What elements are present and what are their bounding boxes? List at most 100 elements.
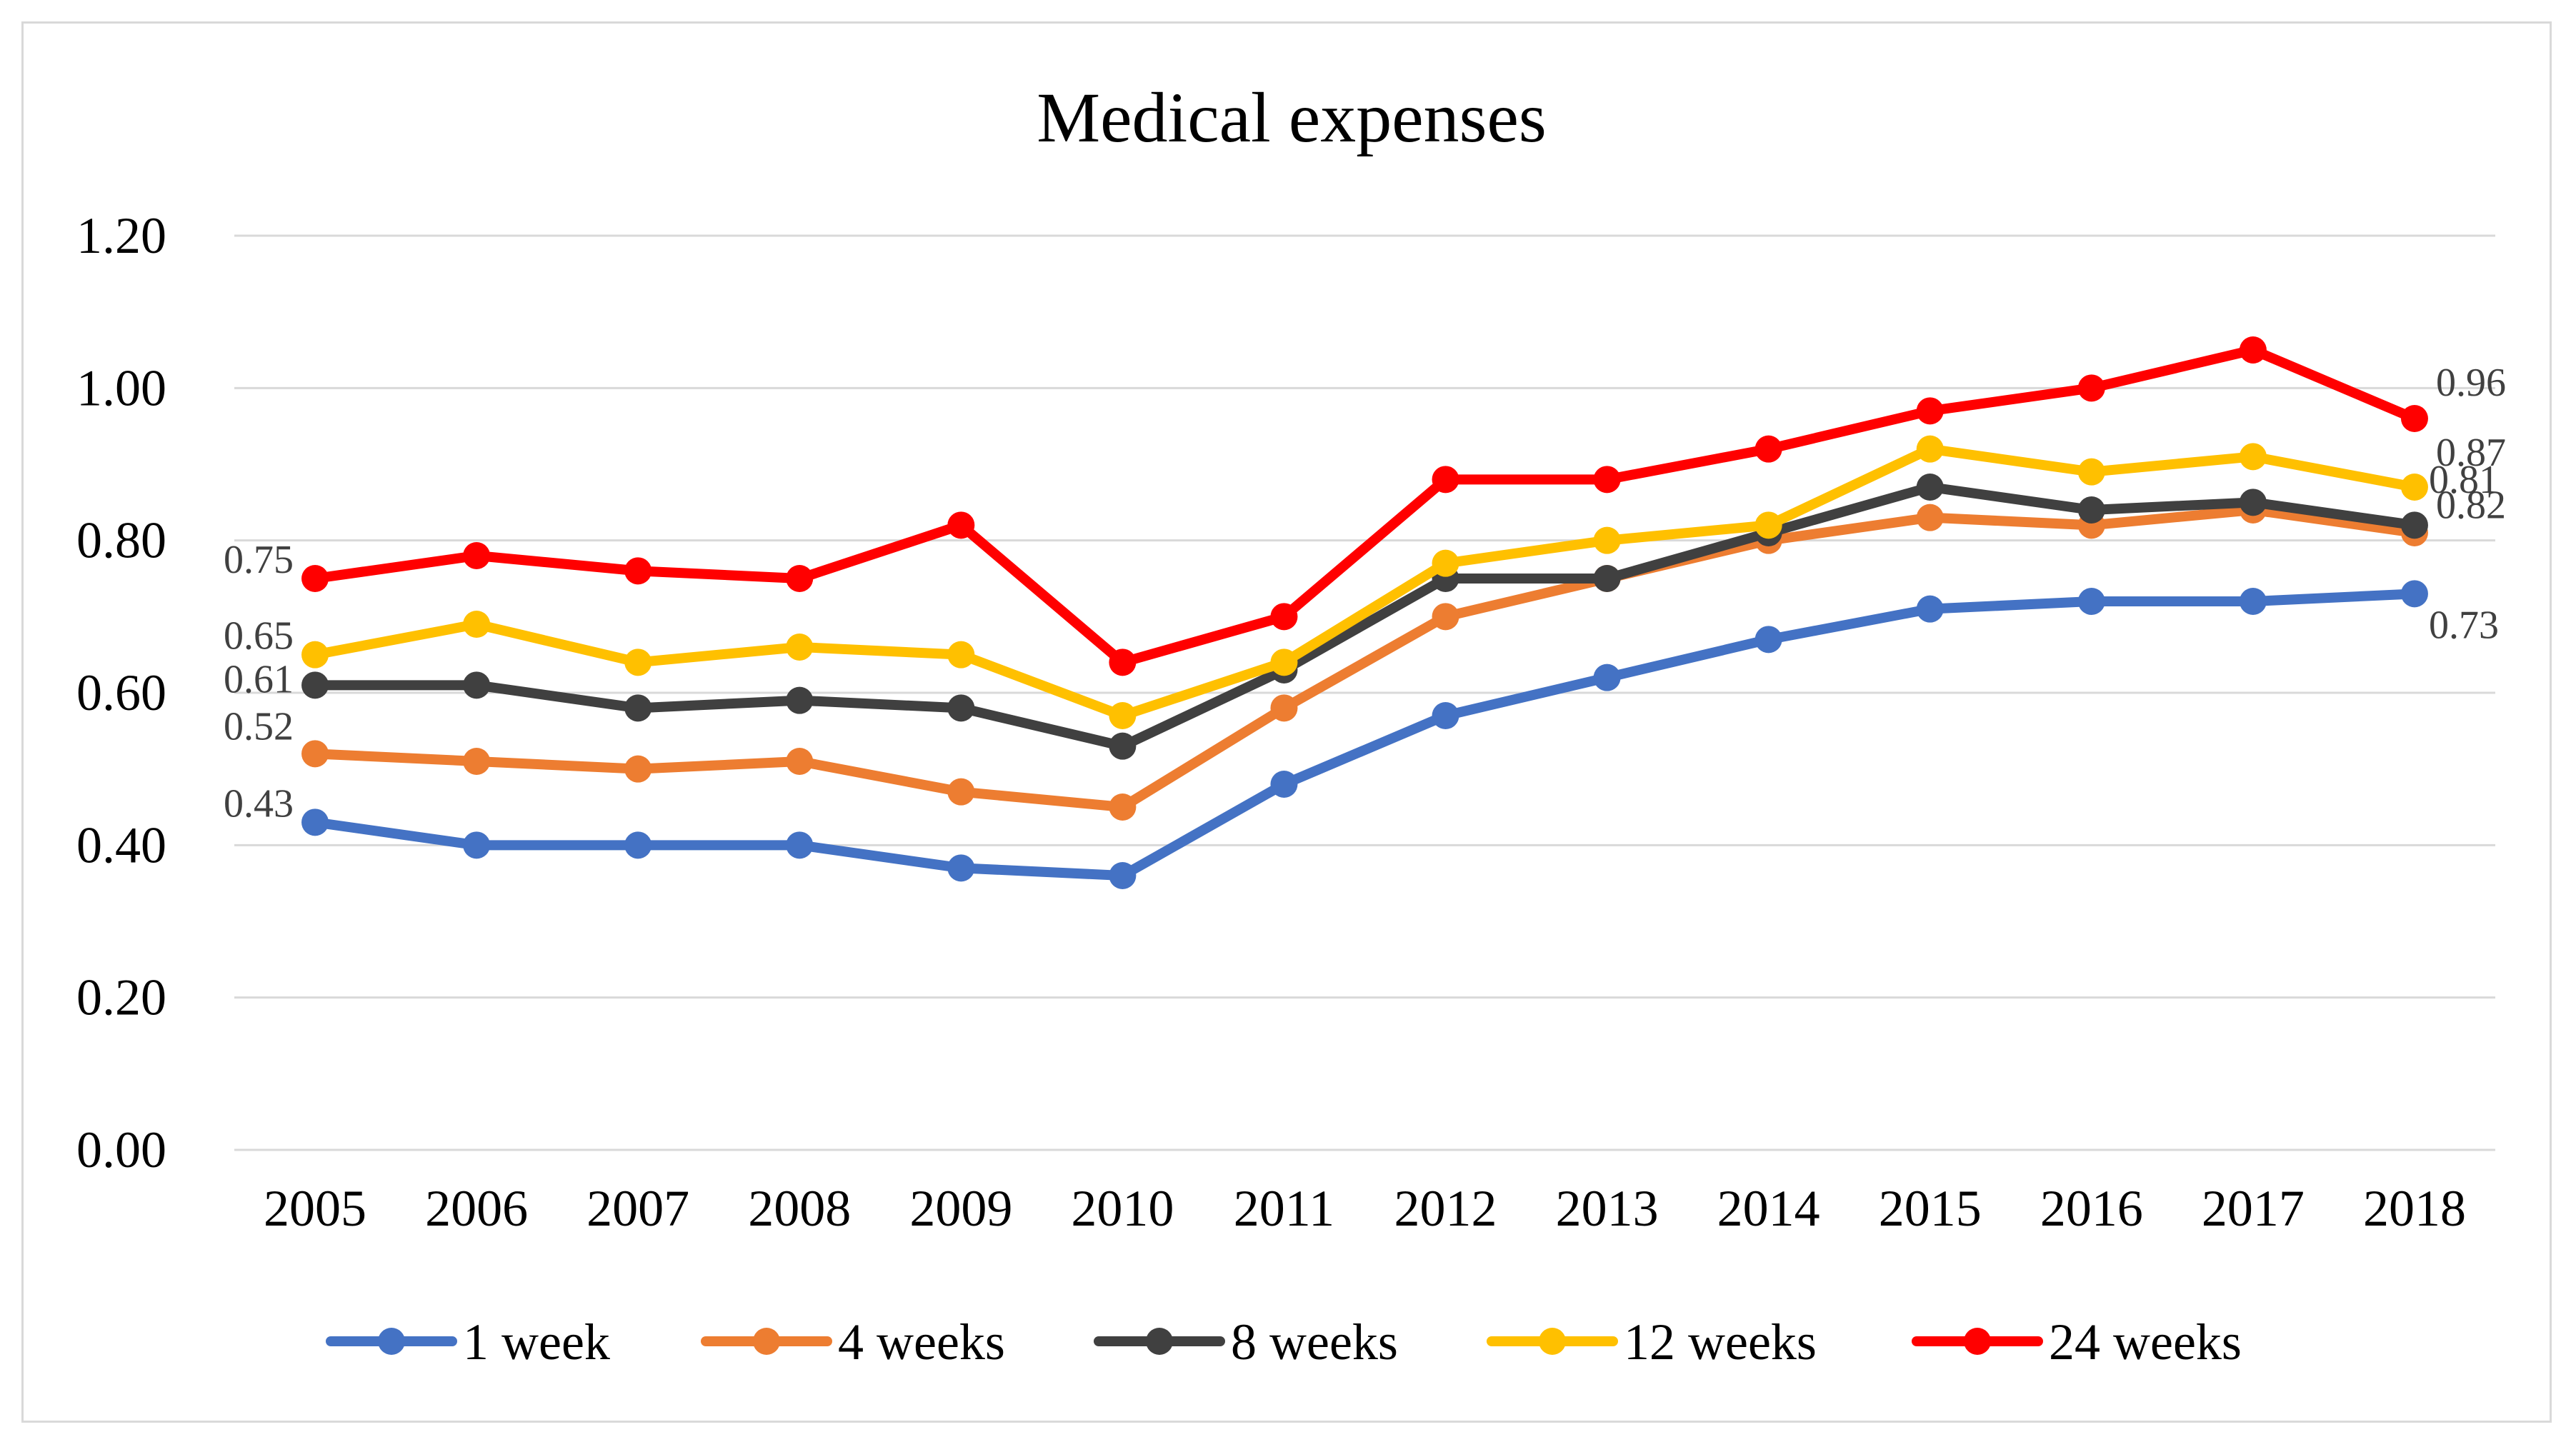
data-point (1916, 504, 1944, 531)
data-point (1109, 702, 1137, 729)
legend-swatch-marker (1539, 1328, 1566, 1355)
legend-swatch-marker (753, 1328, 780, 1355)
data-point (463, 748, 491, 775)
data-point (1432, 702, 1459, 729)
data-point (1916, 474, 1944, 501)
data-point (624, 831, 652, 859)
legend-label: 1 week (463, 1313, 610, 1371)
data-point (2400, 511, 2428, 539)
data-point (786, 565, 814, 592)
legend-item: 24 weeks (1912, 1313, 2242, 1371)
y-tick-label: 1.20 (76, 207, 166, 264)
x-tick-label: 2018 (2363, 1180, 2466, 1237)
data-point (1109, 793, 1137, 821)
data-point (1432, 549, 1459, 577)
series-line (310, 505, 2420, 812)
series-1-week (301, 580, 2428, 889)
data-point (1270, 694, 1298, 722)
legend-item: 12 weeks (1487, 1313, 1817, 1371)
data-point (624, 649, 652, 676)
data-point (1754, 435, 1782, 463)
x-tick-label: 2013 (1556, 1180, 1659, 1237)
data-label-first: 0.52 (224, 704, 294, 748)
data-point (1593, 466, 1621, 494)
series-line (310, 482, 2420, 751)
x-tick-label: 2005 (264, 1180, 366, 1237)
data-point (2077, 588, 2105, 615)
x-tick-label: 2016 (2040, 1180, 2143, 1237)
data-point (2400, 405, 2428, 432)
data-label-first: 0.65 (224, 614, 294, 659)
y-tick-label: 0.00 (76, 1121, 166, 1178)
x-axis-ticks: 2005 2006 2007 2008 2009 2010 2011 2012 2013 2014… (264, 1180, 2466, 1237)
data-label-first: 0.61 (224, 657, 294, 701)
legend-item: 4 weeks (701, 1313, 1005, 1371)
data-point (2400, 474, 2428, 501)
data-point (1754, 626, 1782, 654)
legend-label: 12 weeks (1624, 1313, 1817, 1371)
y-tick-label: 0.60 (76, 664, 166, 721)
y-axis-ticks: 0.00 0.20 0.40 0.60 0.80 1.00 1.20 (76, 207, 166, 1178)
chart-title: Medical expenses (1037, 78, 1547, 157)
data-point (1916, 435, 1944, 463)
legend-label: 24 weeks (2049, 1313, 2242, 1371)
data-point (1109, 649, 1137, 676)
data-point (1593, 664, 1621, 691)
data-point (301, 671, 329, 699)
x-tick-label: 2017 (2202, 1180, 2305, 1237)
data-label-last: 0.82 (2436, 483, 2506, 527)
data-point (1109, 732, 1137, 760)
data-point (624, 557, 652, 585)
data-point (301, 565, 329, 592)
data-point (463, 831, 491, 859)
legend-swatch-marker (1146, 1328, 1173, 1355)
x-tick-label: 2015 (1879, 1180, 1982, 1237)
data-point (947, 641, 975, 669)
data-label-last: 0.81 (2429, 458, 2499, 502)
legend: 1 week 4 weeks 8 weeks 12 weeks 24 weeks (326, 1313, 2242, 1371)
data-point (947, 854, 975, 882)
line-chart: Medical expenses 0.00 0.20 0.40 0.60 0.80 1.0… (76, 78, 2506, 1371)
data-label-last: 0.96 (2436, 361, 2506, 405)
data-point (1109, 862, 1137, 889)
data-point (2077, 458, 2105, 486)
data-point (1916, 397, 1944, 425)
legend-item: 1 week (326, 1313, 610, 1371)
data-label-last: 0.87 (2436, 431, 2506, 475)
data-point (1593, 526, 1621, 554)
data-point (1432, 603, 1459, 631)
data-point (1593, 565, 1621, 592)
data-point (786, 748, 814, 775)
legend-label: 8 weeks (1231, 1313, 1398, 1371)
data-point (2077, 496, 2105, 524)
data-point (1432, 466, 1459, 494)
data-point (463, 542, 491, 569)
data-point (1754, 511, 1782, 539)
x-tick-label: 2012 (1394, 1180, 1497, 1237)
data-label-last: 0.73 (2429, 603, 2499, 647)
legend-swatch-marker (1964, 1328, 1991, 1355)
data-point (624, 694, 652, 722)
y-tick-label: 0.80 (76, 512, 166, 569)
data-point (463, 671, 491, 699)
data-point (1916, 595, 1944, 623)
data-point (786, 831, 814, 859)
data-point (1270, 603, 1298, 631)
x-tick-label: 2009 (909, 1180, 1012, 1237)
x-tick-label: 2007 (586, 1180, 689, 1237)
data-labels: 0.43 0.73 0.52 0.81 0.61 0.82 0.65 0.87 0.75 0.96 (224, 361, 2506, 826)
data-point (2400, 580, 2428, 608)
data-point (2239, 443, 2267, 471)
series-line (310, 589, 2420, 881)
data-point (301, 641, 329, 669)
data-point (2239, 588, 2267, 615)
data-label-first: 0.75 (224, 538, 294, 582)
data-point (1270, 649, 1298, 676)
chart-frame: Medical expenses 0.00 0.20 0.40 0.60 0.80 1.0… (21, 21, 2552, 1423)
data-point (2077, 374, 2105, 402)
legend-item: 8 weeks (1094, 1313, 1398, 1371)
series-line (310, 444, 2420, 721)
data-label-first: 0.43 (224, 781, 294, 826)
data-point (786, 634, 814, 661)
legend-label: 4 weeks (838, 1313, 1005, 1371)
